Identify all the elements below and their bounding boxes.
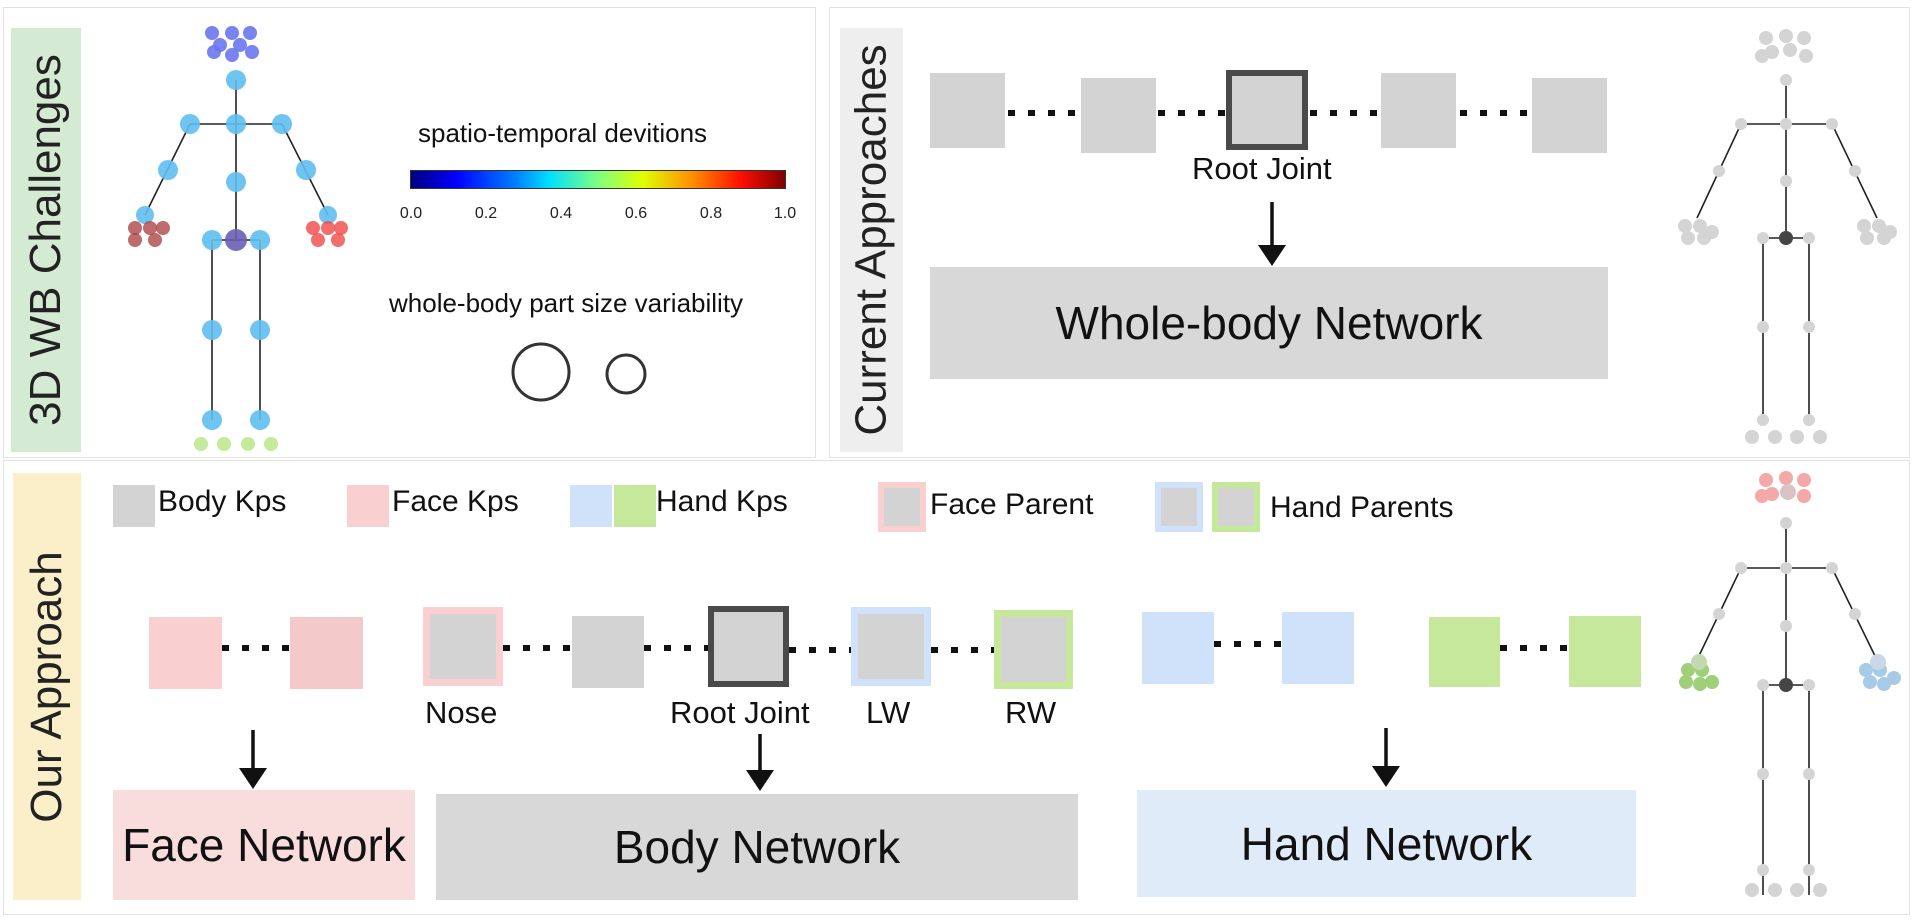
joint-lknee xyxy=(202,320,222,340)
legend-face-label: Face Kps xyxy=(392,485,519,518)
joint-rknee xyxy=(250,320,270,340)
body-network-label: Body Network xyxy=(613,821,901,873)
legend-hand-parent-green-swatch xyxy=(1212,482,1260,532)
joint-rhip xyxy=(250,230,270,250)
face-network: Face Network xyxy=(113,790,415,900)
nose-face-parent xyxy=(423,607,503,686)
legend-face-swatch xyxy=(347,485,389,527)
joint-lelbow xyxy=(158,160,178,180)
face-kp-1 xyxy=(149,617,222,689)
colorbar-tick-4: 0.8 xyxy=(700,205,722,222)
whole-body-network: Whole-body Network xyxy=(930,267,1608,379)
current-root-joint-label: Root Joint xyxy=(1192,151,1332,186)
rw-hand-parent xyxy=(994,610,1073,689)
legend-hand-parent-blue-swatch xyxy=(1155,482,1203,532)
whole-body-network-label: Whole-body Network xyxy=(1055,297,1483,349)
hand-green-kp-1 xyxy=(1429,617,1500,687)
nose-label: Nose xyxy=(425,695,498,730)
hand-blue-kp-2 xyxy=(1282,612,1354,684)
face-network-label: Face Network xyxy=(122,819,406,871)
ours-side-label: Our Approach xyxy=(13,473,81,900)
lw-hand-parent xyxy=(851,607,931,686)
colorbar-tick-2: 0.4 xyxy=(550,205,572,222)
ours-root-joint-label: Root Joint xyxy=(670,695,810,730)
current-root-joint-box xyxy=(1226,70,1308,150)
legend-face-parent-label: Face Parent xyxy=(930,488,1094,521)
current-panel xyxy=(829,7,1910,458)
lw-label: LW xyxy=(866,695,911,730)
hand-green-kp-2 xyxy=(1569,616,1641,687)
colorbar-title: spatio-temporal devitions xyxy=(418,118,708,148)
rw-label: RW xyxy=(1005,695,1057,730)
joint-root xyxy=(225,229,247,251)
current-body-kp-1 xyxy=(930,73,1005,148)
joint-lankle xyxy=(202,410,222,430)
joint-lwrist xyxy=(136,206,154,224)
joint-relbow xyxy=(296,160,316,180)
colorbar-tick-1: 0.2 xyxy=(475,205,497,222)
joint-rwrist xyxy=(319,206,337,224)
colorbar-tick-3: 0.6 xyxy=(625,205,647,222)
ours-root-joint-box xyxy=(708,606,789,687)
hand-network: Hand Network xyxy=(1137,790,1636,897)
legend-face-parent-swatch xyxy=(878,482,926,532)
legend-hand-green-swatch xyxy=(614,485,656,527)
body-kp xyxy=(572,616,644,688)
current-side-label: Current Approaches xyxy=(840,28,903,452)
joint-neck xyxy=(226,70,246,90)
colorbar-tick-0: 0.0 xyxy=(400,205,422,222)
joint-rshoulder xyxy=(272,114,292,134)
joint-spine xyxy=(226,172,246,192)
current-body-kp-2 xyxy=(1081,78,1156,153)
joint-rankle xyxy=(250,410,270,430)
legend-hand-blue-swatch xyxy=(570,485,612,527)
body-network: Body Network xyxy=(436,794,1078,900)
face-kp-2 xyxy=(290,617,363,689)
legend-hand-label: Hand Kps xyxy=(656,485,788,518)
joint-lhip xyxy=(202,230,222,250)
colorbar-tick-5: 1.0 xyxy=(774,205,796,222)
joint-lshoulder xyxy=(180,114,200,134)
current-body-kp-3 xyxy=(1381,73,1456,148)
challenges-side-label: 3D WB Challenges xyxy=(11,28,81,452)
legend-hand-parents-label: Hand Parents xyxy=(1270,491,1454,524)
colorbar xyxy=(410,170,786,189)
size-variability-title: whole-body part size variability xyxy=(389,288,744,318)
legend-body-label: Body Kps xyxy=(158,485,287,518)
small-circle xyxy=(605,353,647,395)
large-circle xyxy=(511,342,571,402)
joint-thorax xyxy=(226,114,246,134)
current-body-kp-4 xyxy=(1532,78,1607,153)
hand-network-label: Hand Network xyxy=(1240,817,1533,870)
legend-body-swatch xyxy=(113,485,155,527)
hand-blue-kp-1 xyxy=(1142,612,1214,684)
